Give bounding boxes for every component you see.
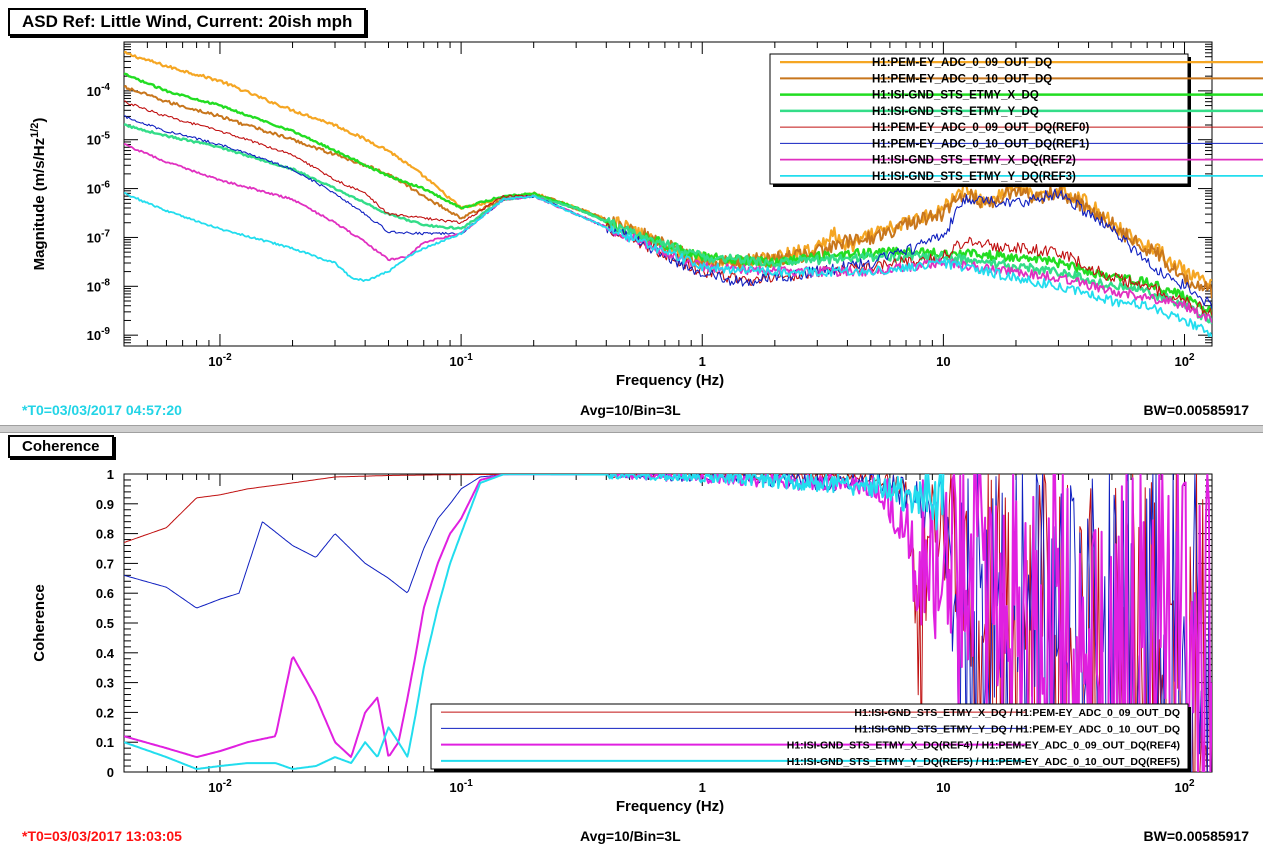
coherence-panel-title[interactable]: Coherence (8, 435, 114, 458)
y-tick-label: 10-5 (87, 131, 111, 148)
coherence-footer-avg: Avg=10/Bin=3L (580, 828, 681, 844)
series-line-3[interactable] (124, 72, 1212, 317)
asd-chart[interactable]: 10-2 10-1 1 10 102 Frequency (Hz) 10-9 10-8 10-7… (0, 0, 1263, 425)
y-tick-label: 10-4 (87, 82, 111, 99)
series-group (124, 474, 1212, 772)
legend-entry: H1:ISI-GND_STS_ETMY_X_DQ / H1:PEM-EY_ADC… (854, 707, 1180, 719)
legend-entry: H1:ISI-GND_STS_ETMY_X_DQ(REF4) / H1:PEM-… (787, 740, 1180, 752)
y-tick-label: 0.3 (96, 676, 114, 691)
x-tick-label: 10-1 (449, 352, 473, 369)
y-tick-label: 0.4 (96, 646, 115, 661)
y-tick-label: 10-8 (87, 277, 111, 294)
y-tick-label: 1 (107, 467, 114, 482)
x-axis-label: Frequency (Hz) (616, 372, 724, 389)
x-tick-label: 10 (936, 780, 950, 795)
x-tick-label: 10-2 (208, 778, 232, 795)
y-tick-label: 10-9 (87, 326, 111, 343)
y-tick-label: 10-6 (87, 180, 111, 197)
asd-footer-avg: Avg=10/Bin=3L (580, 402, 681, 418)
legend-entry: H1:PEM-EY_ADC_0_10_OUT_DQ (872, 73, 1052, 85)
x-tick-label: 1 (699, 354, 706, 369)
y-tick-label: 0.5 (96, 616, 114, 631)
legend-entry: H1:ISI-GND_STS_ETMY_Y_DQ / H1:PEM-EY_ADC… (854, 723, 1180, 735)
legend-entry: H1:PEM-EY_ADC_0_10_OUT_DQ(REF1) (872, 138, 1089, 150)
y-tick-label: 0.6 (96, 586, 114, 601)
y-tick-label: 0.8 (96, 527, 114, 542)
legend-entry: H1:PEM-EY_ADC_0_09_OUT_DQ(REF0) (872, 122, 1089, 134)
x-tick-label: 10-1 (449, 778, 473, 795)
coherence-footer-t0: *T0=03/03/2017 13:03:05 (22, 828, 182, 844)
coherence-chart[interactable]: 10-2 10-1 1 10 102 Frequency (Hz) 0 0.1 0.2 0.3 0.… (0, 433, 1263, 846)
legend-entry: H1:ISI-GND_STS_ETMY_X_DQ(REF2) (872, 155, 1076, 167)
series-line-4[interactable] (124, 474, 945, 770)
asd-footer-t0: *T0=03/03/2017 04:57:20 (22, 402, 182, 418)
legend-entry: H1:ISI-GND_STS_ETMY_Y_DQ(REF5) / H1:PEM-… (787, 756, 1180, 768)
y-axis-label: Magnitude (m/s/Hz1/2) (29, 118, 48, 271)
asd-panel: ASD Ref: Little Wind, Current: 20ish mph… (0, 0, 1263, 425)
x-tick-label: 10 (936, 354, 950, 369)
y-tick-label: 0.2 (96, 705, 114, 720)
x-tick-label: 1 (699, 780, 706, 795)
x-tick-label: 102 (1175, 778, 1195, 795)
y-tick-label: 0.1 (96, 735, 114, 750)
y-tick-label: 0.9 (96, 497, 114, 512)
series-line-8[interactable] (124, 191, 1212, 338)
y-tick-label: 10-7 (87, 228, 111, 245)
y-axis-label: Coherence (31, 584, 48, 662)
x-tick-label: 102 (1175, 352, 1195, 369)
series-line-4[interactable] (124, 123, 1212, 325)
legend-entry: H1:ISI-GND_STS_ETMY_Y_DQ(REF3) (872, 171, 1076, 183)
coherence-panel: Coherence 10-2 10-1 1 10 102 Frequency (Hz) 0 0… (0, 433, 1263, 846)
x-tick-label: 10-2 (208, 352, 232, 369)
coherence-footer-bw: BW=0.00585917 (1143, 828, 1249, 844)
series-group (124, 50, 1212, 338)
legend-entry: H1:ISI-GND_STS_ETMY_Y_DQ (872, 106, 1039, 118)
y-tick-label: 0 (107, 765, 114, 780)
legend-entry: H1:PEM-EY_ADC_0_09_OUT_DQ (872, 57, 1052, 69)
series-line-2[interactable] (124, 85, 1212, 299)
legend-box[interactable] (769, 53, 1189, 185)
y-tick-label: 0.7 (96, 556, 114, 571)
panel-separator[interactable] (0, 425, 1263, 433)
legend-box[interactable] (430, 703, 1189, 770)
asd-footer-bw: BW=0.00585917 (1143, 402, 1249, 418)
asd-panel-title[interactable]: ASD Ref: Little Wind, Current: 20ish mph (8, 8, 367, 36)
x-axis-label: Frequency (Hz) (616, 798, 724, 815)
legend-entry: H1:ISI-GND_STS_ETMY_X_DQ (872, 90, 1039, 102)
